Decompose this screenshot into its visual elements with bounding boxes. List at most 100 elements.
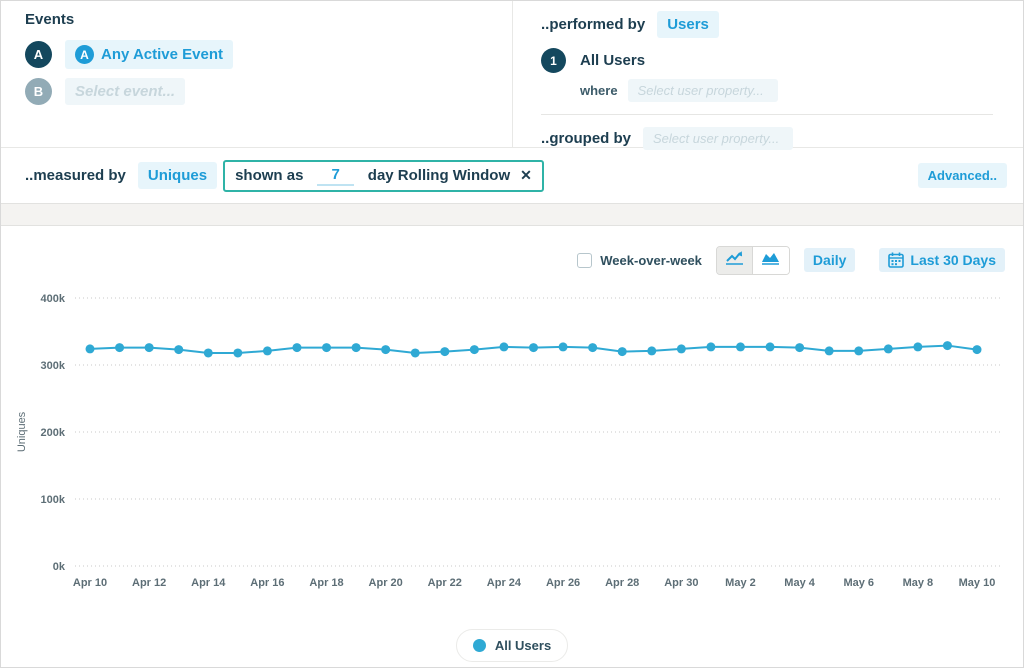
data-point[interactable]	[440, 347, 450, 357]
x-tick-label: Apr 24	[487, 577, 522, 589]
y-tick-label: 200k	[41, 427, 66, 439]
x-tick-label: May 6	[843, 577, 874, 589]
shown-as-label: shown as	[235, 167, 304, 184]
measured-by-label: ..measured by	[25, 167, 126, 184]
rolling-window-box: shown as 7 day Rolling Window ✕	[223, 159, 544, 192]
segment-badge-1: 1	[541, 48, 566, 73]
y-tick-label: 0k	[53, 561, 66, 573]
x-tick-label: May 8	[903, 577, 934, 589]
measured-by-row: ..measured by Uniques shown as 7 day Rol…	[1, 148, 1023, 203]
data-point[interactable]	[972, 345, 982, 355]
x-tick-label: Apr 14	[191, 577, 226, 589]
data-point[interactable]	[174, 345, 184, 355]
performed-by-section: ..performed by Users 1 All Users where S…	[513, 1, 1023, 150]
grouped-by-property-input[interactable]: Select user property...	[643, 127, 793, 150]
any-active-event-icon: A	[75, 45, 94, 64]
x-tick-label: May 4	[784, 577, 815, 589]
data-point[interactable]	[203, 348, 213, 358]
x-tick-label: Apr 20	[369, 577, 403, 589]
data-point[interactable]	[558, 342, 568, 352]
rolling-window-value-input[interactable]: 7	[317, 166, 354, 186]
legend-row: All Users	[1, 629, 1023, 662]
x-tick-label: Apr 12	[132, 577, 166, 589]
builder-row: Events A A Any Active Event B Select eve…	[1, 1, 1023, 150]
area-chart-icon	[761, 250, 780, 270]
calendar-icon	[888, 252, 905, 268]
data-point[interactable]	[262, 346, 272, 356]
data-point[interactable]	[588, 343, 598, 353]
events-title: Events	[25, 11, 75, 28]
data-point[interactable]	[735, 342, 745, 352]
interval-daily-button[interactable]: Daily	[803, 248, 856, 272]
where-property-input[interactable]: Select user property...	[627, 79, 778, 102]
chart-area: 0k 100k 200k 300k 400k Uniques Apr 10 Apr 12 Apr…	[13, 282, 1023, 627]
performed-by-label: ..performed by	[541, 16, 646, 33]
data-point[interactable]	[913, 342, 923, 352]
legend-all-users[interactable]: All Users	[455, 629, 569, 662]
data-point[interactable]	[381, 345, 391, 355]
data-point[interactable]	[706, 342, 716, 352]
data-point[interactable]	[469, 345, 479, 355]
date-range-button[interactable]: Last 30 Days	[879, 248, 1005, 272]
week-over-week-checkbox[interactable]	[577, 252, 593, 268]
week-over-week-label: Week-over-week	[600, 252, 702, 268]
data-point[interactable]	[292, 343, 302, 353]
users-selector-button[interactable]: Users	[657, 11, 719, 38]
legend-label: All Users	[494, 638, 552, 653]
data-point[interactable]	[499, 342, 509, 352]
date-range-label: Last 30 Days	[910, 252, 996, 268]
data-point[interactable]	[351, 343, 361, 353]
chart-type-toggle	[715, 245, 790, 275]
data-point[interactable]	[233, 348, 243, 358]
query-builder-panel: Events A A Any Active Event B Select eve…	[1, 1, 1023, 204]
x-tick-label: Apr 18	[309, 577, 343, 589]
y-tick-label: 100k	[41, 494, 66, 506]
data-point[interactable]	[144, 343, 154, 353]
chart-panel: Week-over-week	[1, 225, 1023, 667]
x-tick-label: Apr 30	[664, 577, 698, 589]
data-point[interactable]	[115, 343, 125, 353]
grouped-by-row: ..grouped by Select user property...	[541, 127, 1023, 150]
where-row: where Select user property...	[580, 79, 1023, 102]
data-point[interactable]	[85, 344, 95, 354]
events-section: Events A A Any Active Event B Select eve…	[1, 1, 513, 147]
data-point[interactable]	[765, 342, 775, 352]
data-point[interactable]	[795, 343, 805, 353]
data-point[interactable]	[322, 343, 332, 353]
data-point[interactable]	[824, 346, 834, 356]
data-point[interactable]	[942, 341, 952, 351]
event-badge-a: A	[25, 41, 52, 68]
event-row-b: B Select event...	[25, 78, 512, 105]
event-badge-b: B	[25, 78, 52, 105]
legend-dot-icon	[472, 639, 486, 652]
x-tick-label: Apr 22	[428, 577, 462, 589]
selected-event-label: Any Active Event	[101, 46, 223, 63]
data-point[interactable]	[529, 343, 538, 353]
event-row-a: A A Any Active Event	[25, 40, 512, 69]
metric-selector-button[interactable]: Uniques	[137, 162, 218, 189]
segment-label: All Users	[580, 52, 646, 69]
x-tick-label: May 10	[959, 577, 996, 589]
area-chart-toggle-button[interactable]	[752, 246, 789, 274]
data-point[interactable]	[410, 348, 420, 358]
y-tick-label: 300k	[41, 360, 66, 372]
data-point[interactable]	[676, 344, 686, 354]
where-label: where	[580, 83, 618, 98]
y-axis-title: Uniques	[16, 411, 28, 452]
grouped-by-label: ..grouped by	[541, 130, 631, 147]
x-tick-label: May 2	[725, 577, 756, 589]
line-chart-toggle-button[interactable]	[716, 246, 753, 274]
rolling-window-label: day Rolling Window	[367, 167, 511, 184]
close-icon[interactable]: ✕	[520, 167, 532, 183]
x-tick-label: Apr 16	[250, 577, 284, 589]
data-point[interactable]	[854, 346, 864, 356]
data-point[interactable]	[617, 347, 627, 357]
data-point[interactable]	[647, 346, 657, 356]
y-tick-label: 400k	[41, 293, 66, 305]
chart-controls-row: Week-over-week	[1, 226, 1023, 275]
advanced-button[interactable]: Advanced..	[917, 163, 1007, 188]
data-point[interactable]	[883, 344, 893, 354]
select-event-input[interactable]: Select event...	[65, 78, 186, 105]
selected-event-button[interactable]: A Any Active Event	[65, 40, 233, 69]
